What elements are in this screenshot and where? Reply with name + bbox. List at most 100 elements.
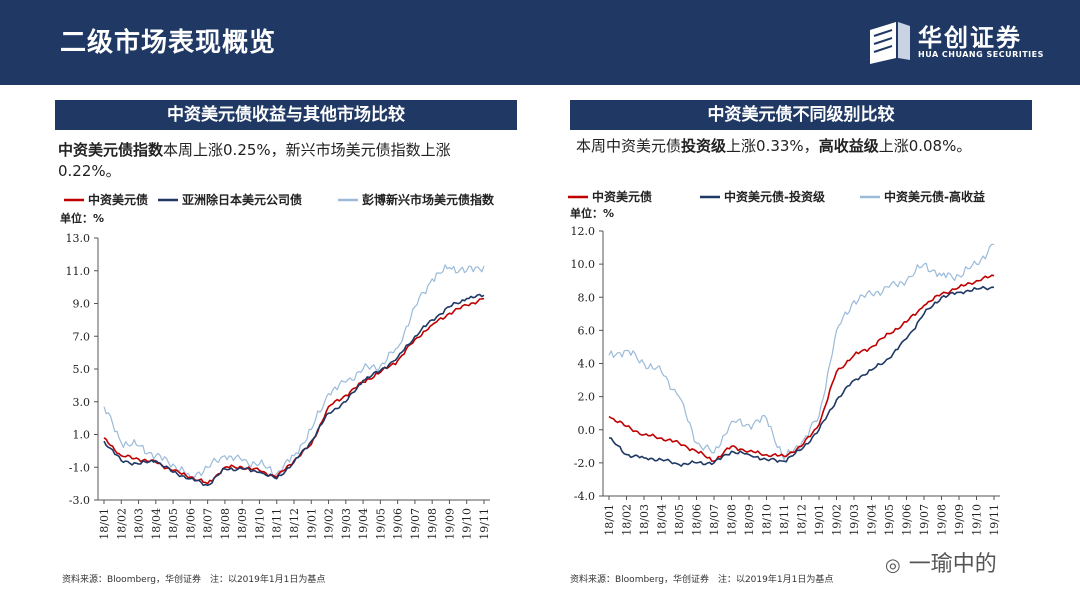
left-desc-bold: 中资美元债指数: [58, 141, 164, 159]
x-tick-label: 19/09: [443, 508, 456, 540]
y-tick-label: 7.0: [73, 330, 91, 343]
legend-item: 亚洲除日本美元公司债: [158, 192, 302, 207]
x-tick-label: 18/04: [656, 504, 669, 536]
x-tick-label: 18/08: [726, 504, 739, 536]
y-tick-label: 3.0: [73, 396, 91, 409]
legend-item: 中资美元债-投资级: [700, 189, 825, 204]
x-tick-label: 18/11: [778, 504, 791, 536]
wechat-icon: ◎: [885, 555, 901, 576]
unit-label: 单位：%: [60, 211, 104, 225]
x-tick-label: 18/11: [271, 508, 284, 540]
brand-logo-icon: [870, 22, 910, 64]
y-tick-label: 10.0: [571, 258, 596, 271]
x-tick-label: 19/02: [831, 504, 844, 536]
right-desc-part3: 上涨0.08%。: [878, 137, 972, 155]
x-tick-label: 19/11: [988, 504, 1001, 536]
x-tick-label: 19/08: [426, 508, 439, 540]
x-tick-label: 19/06: [392, 508, 405, 540]
x-tick-label: 19/08: [936, 504, 949, 536]
right-desc-bold2: 高收益级: [818, 137, 879, 155]
x-tick-label: 19/05: [883, 504, 896, 536]
x-tick-label: 19/10: [971, 504, 984, 536]
x-tick-label: 19/01: [305, 508, 318, 540]
left-section-title: 中资美元债收益与其他市场比较: [55, 100, 517, 130]
chart-legend: 中资美元债 亚洲除日本美元公司债 彭博新兴市场美元债指数: [64, 192, 495, 207]
x-tick-label: 18/10: [253, 508, 266, 540]
x-tick-label: 18/01: [603, 504, 616, 536]
x-tick-label: 18/05: [673, 504, 686, 536]
x-tick-label: 18/09: [743, 504, 756, 536]
legend-item: 彭博新兴市场美元债指数: [338, 192, 495, 207]
x-tick-label: 19/07: [409, 508, 422, 540]
left-source-note: 资料来源：Bloomberg，华创证券 注：以2019年1月1日为基点: [62, 575, 326, 585]
unit-label: 单位：%: [570, 206, 614, 220]
y-tick-label: 13.0: [66, 232, 91, 245]
legend-item: 中资美元债: [568, 189, 652, 204]
series-line-dark: [608, 285, 995, 467]
right-desc-part1: 本周中资美元债: [576, 137, 682, 155]
x-tick-label: 18/06: [691, 504, 704, 536]
legend-label: 亚洲除日本美元公司债: [182, 192, 302, 207]
brand-name: 华创证券: [918, 24, 1022, 52]
series-line-red: [608, 274, 995, 463]
left-desc-text: 本周上涨0.25%，新兴市场美元债指数上涨0.22%。: [58, 141, 451, 180]
legend-item: 中资美元债-高收益: [860, 189, 985, 204]
series-line-dark: [103, 293, 485, 487]
series-line-light: [103, 264, 485, 478]
x-tick-label: 18/03: [638, 504, 651, 536]
watermark-text: 一瑜中的: [908, 552, 997, 577]
x-tick-label: 18/09: [236, 508, 249, 540]
x-tick-label: 19/04: [866, 504, 879, 536]
page-title: 二级市场表现概览: [60, 28, 277, 58]
legend-label: 中资美元债: [88, 192, 148, 207]
x-tick-label: 18/08: [219, 508, 232, 540]
y-tick-label: 6.0: [578, 324, 596, 337]
y-tick-label: -4.0: [574, 490, 595, 503]
watermark: ◎ 一瑜中的: [885, 546, 997, 578]
x-tick-label: 19/07: [918, 504, 931, 536]
legend-label: 中资美元债-高收益: [884, 189, 985, 204]
x-tick-label: 18/03: [133, 508, 146, 540]
x-tick-label: 19/04: [357, 508, 370, 540]
x-tick-label: 18/01: [98, 508, 111, 540]
y-tick-label: 5.0: [73, 363, 91, 376]
legend-label: 中资美元债: [592, 189, 652, 204]
x-tick-label: 18/12: [288, 508, 301, 540]
x-tick-label: 19/03: [340, 508, 353, 540]
x-tick-label: 19/06: [901, 504, 914, 536]
x-tick-label: 19/01: [813, 504, 826, 536]
x-tick-label: 18/07: [708, 504, 721, 536]
x-tick-label: 18/12: [796, 504, 809, 536]
y-tick-label: 9.0: [73, 298, 91, 311]
x-tick-label: 19/02: [323, 508, 336, 540]
y-tick-label: 2.0: [578, 391, 596, 404]
x-tick-label: 18/05: [167, 508, 180, 540]
x-tick-label: 19/11: [478, 508, 491, 540]
x-tick-label: 18/07: [202, 508, 215, 540]
right-description: 本周中资美元债投资级上涨0.33%，高收益级上涨0.08%。: [576, 136, 1036, 157]
right-desc-bold1: 投资级: [681, 137, 727, 155]
left-description: 中资美元债指数本周上涨0.25%，新兴市场美元债指数上涨0.22%。: [58, 140, 508, 182]
y-tick-label: -3.0: [69, 494, 90, 507]
x-tick-label: 18/10: [761, 504, 774, 536]
right-section-title: 中资美元债不同级别比较: [570, 100, 1032, 130]
x-tick-label: 18/02: [621, 504, 634, 536]
x-tick-label: 18/04: [150, 508, 163, 540]
y-tick-label: -2.0: [574, 457, 595, 470]
x-tick-label: 19/03: [848, 504, 861, 536]
y-tick-label: 11.0: [66, 265, 91, 278]
legend-item: 中资美元债: [64, 192, 148, 207]
chart-legend: 中资美元债 中资美元债-投资级 中资美元债-高收益: [568, 189, 985, 204]
legend-label: 中资美元债-投资级: [724, 189, 825, 204]
x-tick-label: 19/09: [953, 504, 966, 536]
y-tick-label: -1.0: [69, 461, 90, 474]
x-tick-label: 18/06: [184, 508, 197, 540]
y-tick-label: 0.0: [578, 424, 596, 437]
x-tick-label: 19/05: [374, 508, 387, 540]
legend-label: 彭博新兴市场美元债指数: [362, 192, 495, 207]
y-tick-label: 1.0: [73, 429, 91, 442]
brand-name-en: HUA CHUANG SECURITIES: [918, 50, 1044, 59]
y-tick-label: 4.0: [578, 358, 596, 371]
x-tick-label: 18/02: [115, 508, 128, 540]
